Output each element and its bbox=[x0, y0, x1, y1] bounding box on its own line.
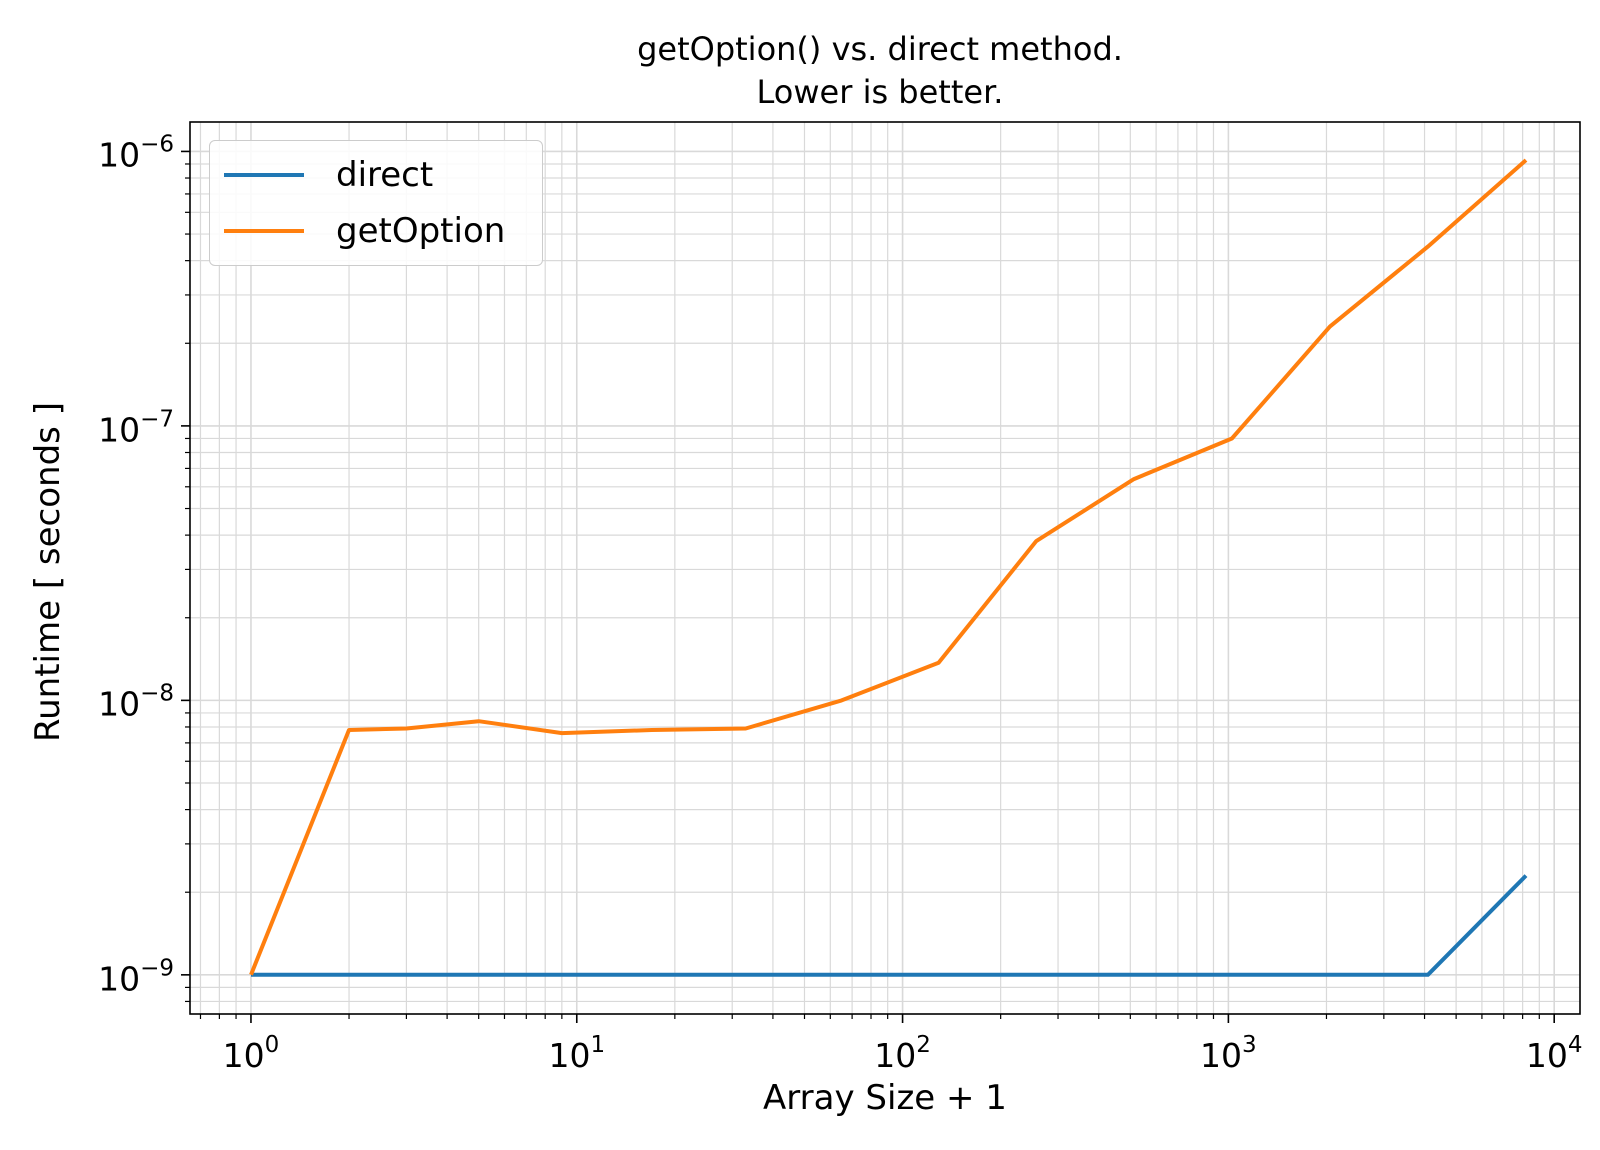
legend-swatch-getoption bbox=[224, 229, 304, 233]
x-tick-label: 103 bbox=[1200, 1032, 1257, 1075]
x-tick-label: 104 bbox=[1525, 1032, 1583, 1075]
series-line-direct bbox=[251, 874, 1528, 977]
legend-swatch-direct bbox=[224, 173, 304, 177]
chart-title-line-1: getOption() vs. direct method. bbox=[637, 30, 1123, 68]
x-axis-label: Array Size + 1 bbox=[763, 1078, 1007, 1118]
legend: direct getOption bbox=[209, 140, 543, 266]
series-line-getoption bbox=[249, 158, 1528, 976]
y-axis-label: Runtime [ seconds ] bbox=[28, 402, 68, 742]
legend-entry-direct: direct bbox=[224, 155, 433, 195]
y-tick-label: 10−6 bbox=[98, 132, 174, 176]
legend-label-getoption: getOption bbox=[336, 211, 506, 251]
axis-ticks bbox=[181, 150, 1556, 1023]
legend-entry-getoption: getOption bbox=[224, 211, 505, 251]
y-tick-label: 10−9 bbox=[98, 955, 174, 999]
x-tick-label: 101 bbox=[548, 1032, 606, 1075]
series-lines bbox=[249, 158, 1528, 977]
x-tick-label: 100 bbox=[222, 1032, 280, 1075]
x-tick-label: 102 bbox=[874, 1032, 931, 1075]
grid-lines bbox=[190, 122, 1580, 1014]
y-tick-label: 10−7 bbox=[98, 406, 174, 450]
y-tick-label: 10−8 bbox=[98, 681, 174, 725]
plot-frame bbox=[189, 121, 1581, 1015]
legend-label-direct: direct bbox=[336, 155, 434, 195]
chart-title-line-2: Lower is better. bbox=[756, 73, 1004, 111]
